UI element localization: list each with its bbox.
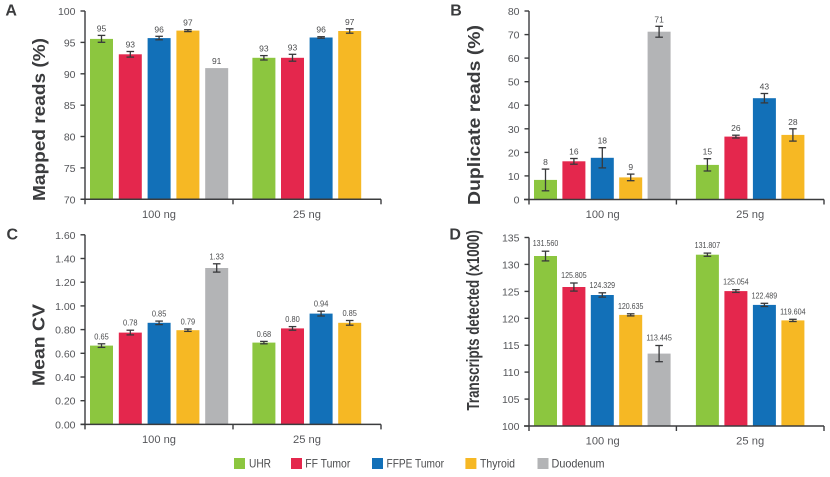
svg-text:125.054: 125.054 bbox=[723, 277, 749, 287]
svg-text:0.78: 0.78 bbox=[123, 318, 138, 328]
svg-text:1.20: 1.20 bbox=[55, 277, 76, 289]
svg-text:131.560: 131.560 bbox=[533, 238, 559, 248]
svg-text:93: 93 bbox=[126, 40, 136, 50]
svg-text:100 ng: 100 ng bbox=[586, 436, 620, 448]
svg-text:0: 0 bbox=[514, 195, 520, 207]
svg-text:30: 30 bbox=[508, 124, 520, 136]
svg-text:0.79: 0.79 bbox=[181, 317, 196, 327]
svg-text:25 ng: 25 ng bbox=[293, 434, 321, 446]
svg-text:100 ng: 100 ng bbox=[142, 209, 176, 221]
svg-text:25 ng: 25 ng bbox=[293, 209, 321, 221]
svg-text:0.60: 0.60 bbox=[55, 348, 76, 360]
svg-text:124.329: 124.329 bbox=[590, 280, 616, 290]
svg-text:119.604: 119.604 bbox=[780, 306, 806, 316]
svg-text:95: 95 bbox=[64, 37, 76, 49]
svg-text:9: 9 bbox=[628, 162, 633, 172]
svg-text:0.68: 0.68 bbox=[257, 329, 272, 339]
svg-text:93: 93 bbox=[288, 42, 298, 52]
svg-text:20: 20 bbox=[508, 147, 520, 159]
svg-text:95: 95 bbox=[97, 23, 107, 33]
svg-text:50: 50 bbox=[508, 77, 520, 89]
svg-text:0.85: 0.85 bbox=[342, 308, 357, 318]
svg-text:26: 26 bbox=[731, 123, 741, 133]
svg-text:71: 71 bbox=[654, 14, 664, 24]
svg-text:90: 90 bbox=[64, 69, 76, 81]
svg-text:1.00: 1.00 bbox=[55, 301, 76, 313]
svg-text:1.60: 1.60 bbox=[55, 230, 76, 242]
svg-text:93: 93 bbox=[259, 44, 269, 54]
svg-text:70: 70 bbox=[508, 30, 520, 42]
svg-text:Transcripts detected (x1000): Transcripts detected (x1000) bbox=[463, 230, 483, 411]
svg-text:Mean CV: Mean CV bbox=[28, 304, 48, 386]
svg-text:43: 43 bbox=[760, 82, 770, 92]
svg-text:0.40: 0.40 bbox=[55, 372, 76, 384]
svg-text:113.445: 113.445 bbox=[646, 333, 672, 343]
svg-text:0.00: 0.00 bbox=[55, 419, 76, 431]
svg-text:28: 28 bbox=[788, 117, 798, 127]
svg-text:97: 97 bbox=[345, 17, 355, 27]
svg-text:100: 100 bbox=[58, 6, 76, 18]
svg-text:60: 60 bbox=[508, 53, 520, 65]
svg-text:125.805: 125.805 bbox=[561, 270, 587, 280]
svg-text:125: 125 bbox=[502, 286, 520, 298]
svg-text:0.20: 0.20 bbox=[55, 396, 76, 408]
svg-text:0.65: 0.65 bbox=[94, 331, 109, 341]
svg-text:100 ng: 100 ng bbox=[586, 209, 620, 221]
svg-text:25 ng: 25 ng bbox=[736, 436, 764, 448]
svg-text:120: 120 bbox=[502, 313, 520, 325]
svg-text:96: 96 bbox=[154, 24, 164, 34]
svg-text:0.80: 0.80 bbox=[285, 314, 300, 324]
svg-text:8: 8 bbox=[543, 157, 548, 167]
svg-text:85: 85 bbox=[64, 100, 76, 112]
svg-text:Mapped reads (%): Mapped reads (%) bbox=[29, 38, 49, 201]
svg-text:115: 115 bbox=[503, 340, 520, 352]
svg-text:18: 18 bbox=[598, 136, 608, 146]
svg-text:Duodenum: Duodenum bbox=[552, 457, 605, 471]
svg-text:Duplicate reads (%): Duplicate reads (%) bbox=[464, 25, 484, 205]
svg-text:40: 40 bbox=[508, 100, 520, 112]
svg-text:70: 70 bbox=[64, 194, 76, 206]
svg-text:16: 16 bbox=[569, 147, 579, 157]
svg-text:80: 80 bbox=[508, 6, 520, 18]
svg-text:80: 80 bbox=[64, 132, 76, 144]
svg-text:105: 105 bbox=[502, 394, 520, 406]
svg-text:1.33: 1.33 bbox=[209, 251, 224, 261]
svg-text:100: 100 bbox=[502, 421, 520, 433]
svg-text:Thyroid: Thyroid bbox=[480, 457, 515, 471]
svg-text:UHR: UHR bbox=[249, 457, 271, 471]
svg-text:131.807: 131.807 bbox=[695, 240, 721, 250]
svg-text:97: 97 bbox=[183, 18, 193, 28]
svg-text:75: 75 bbox=[64, 163, 76, 175]
svg-text:1.40: 1.40 bbox=[55, 254, 76, 266]
svg-text:25 ng: 25 ng bbox=[736, 209, 764, 221]
svg-text:0.80: 0.80 bbox=[55, 325, 76, 337]
svg-text:135: 135 bbox=[502, 233, 520, 245]
svg-text:D: D bbox=[449, 227, 461, 244]
svg-text:B: B bbox=[450, 3, 462, 20]
svg-text:122.489: 122.489 bbox=[752, 290, 778, 300]
svg-text:91: 91 bbox=[212, 56, 222, 66]
svg-text:A: A bbox=[5, 3, 17, 20]
svg-text:15: 15 bbox=[703, 147, 713, 157]
svg-text:130: 130 bbox=[502, 259, 520, 271]
svg-text:100 ng: 100 ng bbox=[142, 434, 176, 446]
svg-text:0.94: 0.94 bbox=[314, 299, 329, 309]
svg-text:0.85: 0.85 bbox=[152, 309, 167, 319]
svg-text:10: 10 bbox=[508, 171, 520, 183]
svg-text:96: 96 bbox=[316, 25, 326, 35]
svg-text:C: C bbox=[7, 227, 19, 244]
svg-text:FF Tumor: FF Tumor bbox=[305, 457, 350, 471]
svg-text:110: 110 bbox=[503, 367, 520, 379]
svg-text:120.635: 120.635 bbox=[618, 301, 644, 311]
svg-text:FFPE Tumor: FFPE Tumor bbox=[387, 457, 445, 471]
